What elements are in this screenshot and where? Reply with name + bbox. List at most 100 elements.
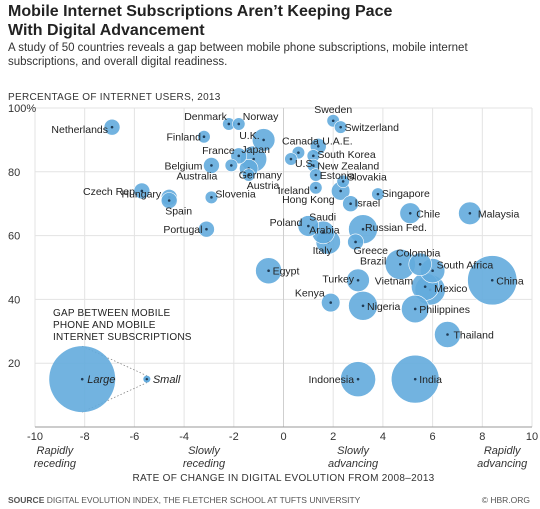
point-label: Singapore (382, 188, 430, 200)
bubble-center-dot (247, 173, 251, 177)
x-tick-label: -4 (179, 431, 189, 443)
bubble-center-dot (361, 304, 365, 308)
bubble-center-dot (490, 278, 494, 282)
x-axis-label: RATE OF CHANGE IN DIGITAL EVOLUTION FROM… (132, 473, 434, 484)
bubble-center-dot (349, 202, 352, 205)
legend-title: PHONE AND MOBILE (53, 320, 156, 331)
x-tick-label: 8 (479, 431, 485, 443)
bubble-center-dot (468, 211, 472, 215)
point-label: U.S. (295, 158, 315, 170)
bubble-center-dot (289, 157, 293, 161)
x-annotation: advancing (328, 458, 379, 470)
bubble-center-dot (446, 333, 449, 336)
bubble-center-dot (339, 125, 342, 129)
bubble-center-dot (312, 154, 315, 158)
point-label: Nigeria (367, 301, 400, 313)
bubble-center-dot (413, 307, 417, 311)
bubble-center-dot (140, 189, 144, 193)
bubble-center-dot (321, 231, 325, 234)
chart-subtitle: A study of 50 countries reveals a gap be… (8, 42, 468, 68)
y-tick-label: 100% (8, 103, 36, 115)
bubble-center-dot (331, 119, 335, 123)
point-label: Portugal (163, 224, 202, 236)
point-label: Mexico (434, 283, 467, 295)
x-tick-label: -8 (80, 431, 90, 443)
point-label: Finland (167, 132, 202, 144)
x-annotation: advancing (477, 458, 528, 470)
point-label: Netherlands (51, 124, 108, 136)
x-tick-label: 10 (526, 431, 538, 443)
point-label: Sweden (314, 104, 352, 116)
x-annotation: receding (34, 458, 77, 470)
point-label: Spain (165, 206, 192, 218)
point-label: Thailand (454, 329, 494, 341)
point-label: Estonia (320, 170, 355, 182)
point-label: Russian Fed. (365, 222, 427, 234)
legend-title: INTERNET SUBSCRIPTIONS (53, 332, 192, 343)
point-label: Australia (176, 170, 217, 182)
source-label: SOURCE (8, 495, 45, 505)
bubble-center-dot (423, 285, 427, 288)
bubble-center-dot (230, 164, 233, 167)
legend-large-label: Large (87, 374, 115, 386)
point-label: U.K. (239, 130, 259, 142)
point-label: South Africa (437, 260, 494, 272)
point-label: Kenya (295, 288, 325, 300)
bubble-center-dot (237, 154, 241, 158)
y-axis-label: PERCENTAGE OF INTERNET USERS, 2013 (8, 92, 221, 103)
point-label: Turkey (322, 273, 354, 285)
point-label: Japan (241, 144, 270, 156)
x-tick-label: 6 (430, 431, 436, 443)
point-label: India (419, 374, 442, 386)
bubble-center-dot (398, 263, 402, 266)
point-label: Norway (243, 111, 279, 123)
point-label: Italy (313, 245, 333, 257)
source-note: SOURCE DIGITAL EVOLUTION INDEX, THE FLET… (8, 495, 360, 505)
bubble-center-dot (252, 157, 255, 161)
point-label: Vietnam (375, 276, 414, 288)
bubble-center-dot (316, 144, 320, 148)
point-label: South Korea (317, 149, 376, 161)
point-label: New Zealand (317, 160, 379, 172)
point-label: Arabia (309, 224, 340, 236)
x-tick-label: 2 (330, 431, 336, 443)
y-tick-label: 80 (8, 167, 20, 179)
legend-small-label: Small (153, 374, 181, 386)
y-tick-label: 20 (8, 358, 20, 370)
point-label: Saudi (309, 211, 336, 223)
x-tick-label: -6 (130, 431, 140, 443)
bubble-center-dot (210, 196, 213, 199)
bubble-center-dot (110, 125, 114, 129)
point-label: Belgium (164, 160, 202, 172)
point-label: Denmark (184, 111, 227, 123)
point-label: Poland (270, 217, 303, 229)
bubble-center-dot (205, 227, 208, 231)
point-label: Germany (239, 170, 283, 182)
legend-title: GAP BETWEEN MOBILE (53, 308, 170, 319)
bubble-center-dot (237, 122, 241, 126)
x-annotation: Slowly (188, 445, 221, 457)
x-tick-label: 0 (280, 431, 286, 443)
x-tick-label: -10 (27, 431, 43, 443)
point-label: Czech Rep. (83, 186, 138, 198)
bubble-center-dot (356, 278, 360, 282)
point-label: Hungary (121, 188, 161, 200)
bubble-center-dot (210, 164, 213, 167)
bubble-center-dot (297, 151, 300, 154)
point-label: Hong Kong (282, 194, 335, 206)
x-annotation: Rapidly (37, 445, 75, 457)
bubble-center-dot (354, 240, 357, 244)
bubble-center-dot (376, 192, 380, 196)
point-label: Egypt (273, 266, 300, 278)
x-annotation: receding (183, 458, 226, 470)
bubble-center-dot (413, 377, 417, 381)
y-tick-label: 60 (8, 231, 20, 243)
bubble-center-dot (341, 180, 345, 183)
title-line-2: With Digital Advancement (8, 22, 205, 39)
point-label: Ireland (278, 185, 310, 197)
point-label: Brazil (360, 255, 386, 267)
bubble-center-dot (431, 269, 434, 272)
x-annotation: Rapidly (484, 445, 522, 457)
bubble-center-dot (167, 199, 171, 202)
bubble-center-dot (339, 189, 342, 193)
